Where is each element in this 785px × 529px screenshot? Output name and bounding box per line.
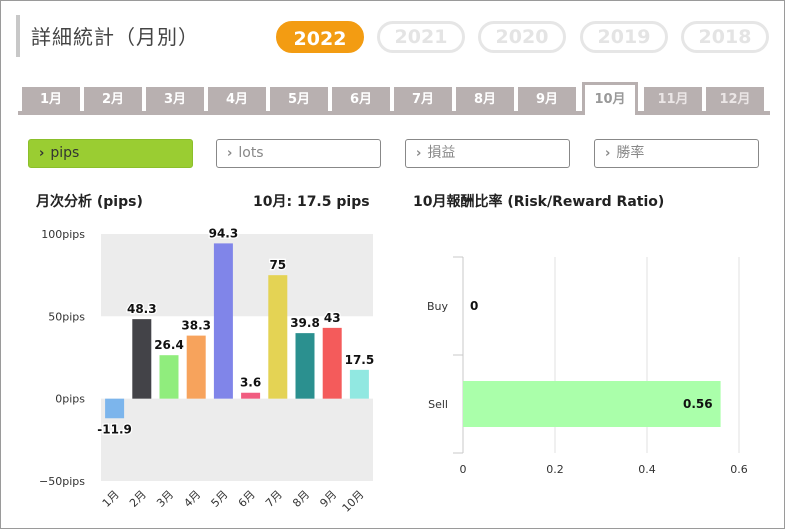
- metric-button-winrate[interactable]: › 勝率: [594, 139, 759, 168]
- x-tick-label: 5月: [209, 488, 231, 510]
- month-tab-1[interactable]: 1月: [22, 87, 80, 111]
- month-tabs-baseline: [18, 111, 770, 115]
- ratio-chart-title: 10月報酬比率 (Risk/Reward Ratio): [413, 194, 665, 210]
- month-tab-10[interactable]: 10月: [582, 82, 638, 115]
- x-tick-label: 6月: [236, 488, 258, 510]
- x-tick-label: 9月: [317, 488, 339, 510]
- metric-label: 勝率: [616, 145, 645, 161]
- data-label: 17.5: [345, 353, 375, 367]
- bar: [213, 243, 233, 399]
- chevron-right-icon: ›: [227, 146, 233, 161]
- category-label: Buy: [427, 300, 449, 313]
- x-tick-label: 3月: [154, 488, 176, 510]
- x-tick-label: 0.6: [730, 463, 748, 476]
- month-tab-7[interactable]: 7月: [394, 87, 452, 111]
- title-accent-bar: [16, 15, 20, 57]
- month-tab-11[interactable]: 11月: [644, 87, 702, 111]
- bar: [186, 335, 206, 399]
- bar: [295, 333, 315, 399]
- data-label: 38.3: [181, 319, 211, 333]
- data-label: 26.4: [154, 338, 184, 352]
- metric-label: pips: [50, 145, 80, 161]
- year-tab-2022[interactable]: 2022: [276, 21, 364, 53]
- bar: [241, 392, 261, 399]
- bar: [349, 369, 369, 399]
- year-tab-2020[interactable]: 2020: [478, 21, 566, 53]
- plot-band: [101, 234, 373, 317]
- y-tick-label: −50pips: [39, 475, 85, 488]
- data-label: 39.8: [290, 316, 320, 330]
- year-tab-2021[interactable]: 2021: [377, 21, 465, 53]
- metric-label: lots: [238, 145, 264, 161]
- metric-button-lots[interactable]: › lots: [216, 139, 381, 168]
- month-tab-4[interactable]: 4月: [208, 87, 266, 111]
- x-tick-label: 1月: [100, 488, 122, 510]
- data-label: 0.56: [683, 397, 713, 411]
- bar: [159, 355, 179, 399]
- x-tick-label: 0.4: [638, 463, 656, 476]
- chevron-right-icon: ›: [605, 146, 611, 161]
- chevron-right-icon: ›: [416, 146, 422, 161]
- ratio-bar-chart: 0 0.2 0.4 0.6 Buy 0 Sell 0.56: [427, 256, 748, 476]
- data-label: 75: [269, 258, 286, 272]
- data-label: 48.3: [127, 302, 157, 316]
- x-tick-label: 2月: [127, 488, 149, 510]
- metric-label: 損益: [427, 145, 456, 161]
- year-tab-2018[interactable]: 2018: [681, 21, 769, 53]
- metric-button-pips[interactable]: › pips: [28, 139, 193, 168]
- monthly-summary: 10月: 17.5 pips: [253, 194, 370, 210]
- y-tick-label: 50pips: [48, 310, 85, 323]
- monthly-bar-chart: 100pips 50pips 0pips −50pips -11.9 1月 48.3 2月 26…: [39, 225, 375, 515]
- data-label: -11.9: [97, 422, 132, 436]
- y-tick-label: 100pips: [41, 228, 85, 241]
- bar: [105, 398, 125, 419]
- y-tick-label: 0pips: [55, 393, 85, 406]
- month-tab-12[interactable]: 12月: [706, 87, 764, 111]
- x-tick-label: 4月: [181, 488, 203, 510]
- month-tab-8[interactable]: 8月: [456, 87, 514, 111]
- plot-band: [101, 398, 373, 481]
- page-title: 詳細統計（月別）: [31, 25, 199, 49]
- month-tab-2[interactable]: 2月: [84, 87, 142, 111]
- month-tab-6[interactable]: 6月: [332, 87, 390, 111]
- x-tick-label: 0.2: [546, 463, 564, 476]
- bar: [268, 275, 288, 399]
- data-label: 43: [324, 311, 341, 325]
- metric-button-profit[interactable]: › 損益: [405, 139, 570, 168]
- bar: [322, 327, 342, 399]
- bar: [463, 381, 721, 427]
- x-tick-label: 0: [460, 463, 467, 476]
- data-label: 0: [470, 299, 478, 313]
- data-label: 94.3: [209, 226, 239, 240]
- category-label: Sell: [428, 398, 448, 411]
- x-tick-label: 8月: [290, 488, 312, 510]
- x-tick-label: 7月: [263, 488, 285, 510]
- year-tab-2019[interactable]: 2019: [580, 21, 668, 53]
- month-tab-9[interactable]: 9月: [518, 87, 576, 111]
- month-tab-5[interactable]: 5月: [270, 87, 328, 111]
- chevron-right-icon: ›: [39, 146, 45, 161]
- monthly-chart-title: 月次分析 (pips): [36, 194, 143, 210]
- bar: [132, 319, 152, 399]
- data-label: 3.6: [240, 376, 261, 390]
- x-tick-label: 10月: [340, 488, 367, 515]
- month-tab-3[interactable]: 3月: [146, 87, 204, 111]
